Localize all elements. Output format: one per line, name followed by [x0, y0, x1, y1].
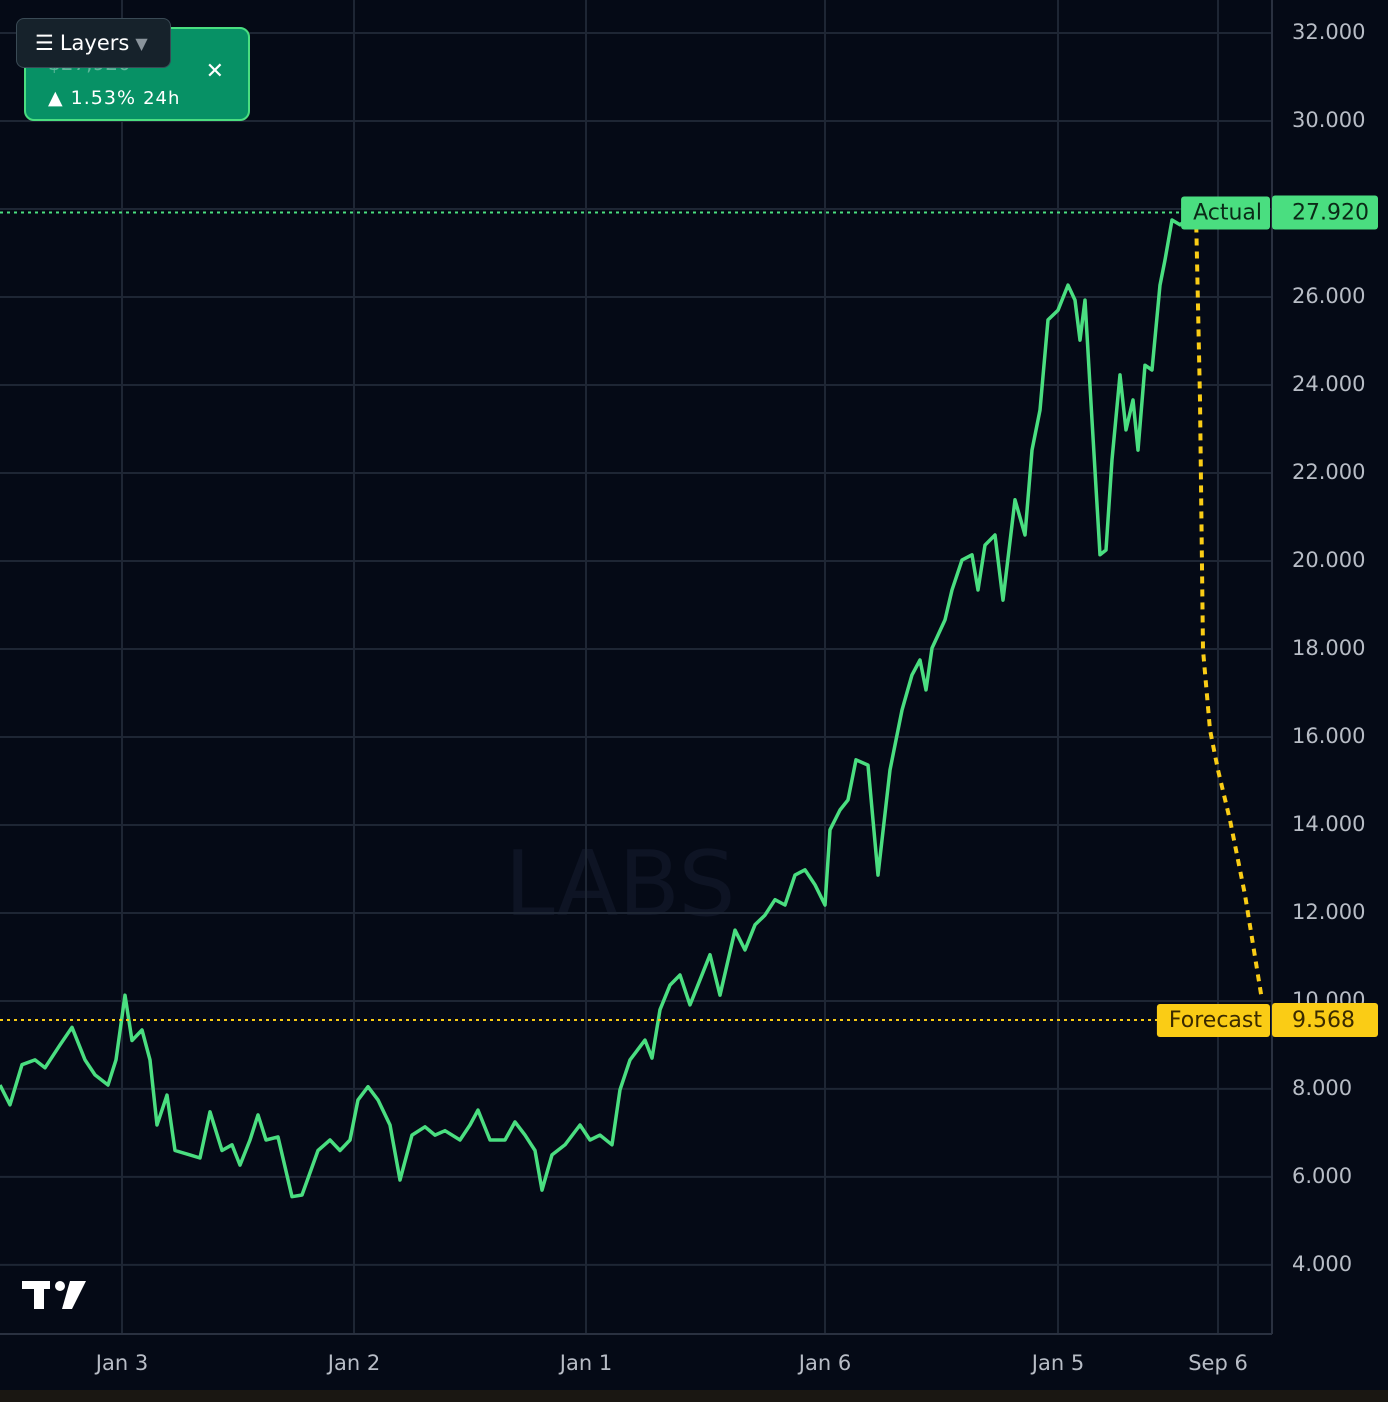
close-button[interactable]: ✕ [205, 59, 224, 84]
price-badge [1272, 1002, 1378, 1037]
y-tick-label: 4.000 [1292, 1252, 1352, 1276]
change-row: ▲ 1.53% 24h [48, 87, 181, 109]
tv-logo [22, 1281, 86, 1309]
x-tick-label: Sep 6 [1188, 1351, 1248, 1375]
y-tick-label: 32.000 [1292, 20, 1365, 44]
x-tick-label: Jan 5 [1030, 1351, 1084, 1375]
y-tick-label: 14.000 [1292, 812, 1365, 836]
series-badge: Actual [1181, 196, 1270, 230]
x-tick-label: Jan 6 [797, 1351, 851, 1375]
period: 24h [143, 88, 181, 109]
change: 1.53% [70, 87, 137, 109]
x-tick-label: Jan 3 [94, 1351, 148, 1375]
y-tick-label: 16.000 [1292, 724, 1365, 748]
y-tick-label: 24.000 [1292, 372, 1365, 396]
x-tick-label: Jan 2 [326, 1351, 380, 1375]
badge-bg [1156, 1003, 1270, 1037]
y-tick-label: 20.000 [1292, 548, 1365, 572]
price-label: 27.920 [1292, 201, 1369, 226]
x-tick-label: Jan 1 [558, 1351, 612, 1375]
price-label: 9.568 [1292, 1008, 1355, 1033]
y-tick-label: 8.000 [1292, 1076, 1352, 1100]
y-tick-label: 12.000 [1292, 900, 1365, 924]
badge-label: Actual [1193, 201, 1262, 226]
badge-bg [1181, 196, 1270, 230]
series-badge: Forecast [1156, 1003, 1270, 1037]
y-tick-label: 30.000 [1292, 108, 1365, 132]
y-tick-label: 26.000 [1292, 284, 1365, 308]
badge-label: Forecast [1169, 1008, 1262, 1033]
bottom-bar [0, 1390, 1388, 1402]
layers-button[interactable]: ☰ Layers ▼ [16, 18, 171, 68]
watermark: LABS [504, 832, 735, 937]
y-tick-label: 22.000 [1292, 460, 1365, 484]
layers-label: Layers [59, 31, 130, 55]
y-tick-label: 18.000 [1292, 636, 1365, 660]
y-tick-label: 6.000 [1292, 1164, 1352, 1188]
price-badge [1272, 195, 1378, 230]
series-line [0, 213, 1194, 1199]
series-line [1194, 212, 1264, 1001]
